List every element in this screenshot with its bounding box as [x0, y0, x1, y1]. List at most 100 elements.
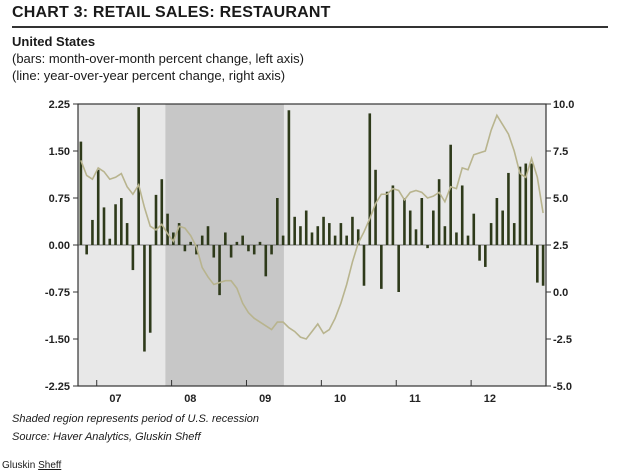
bar	[478, 245, 481, 261]
right-tick-label: 5.0	[553, 193, 568, 205]
bar	[166, 213, 169, 245]
right-tick-label: 7.5	[553, 146, 568, 158]
bar	[339, 223, 343, 245]
bar	[333, 235, 337, 245]
bar	[362, 245, 366, 286]
bar	[455, 232, 458, 245]
chart-area: 2.25 1.50 0.75 0.00 -0.75 -1.50 -2.25 10.0 7.5 5…	[45, 99, 575, 405]
bar	[426, 245, 429, 249]
bar	[374, 169, 377, 245]
bar	[304, 210, 308, 245]
bar	[449, 144, 452, 245]
left-tick-label: -0.75	[45, 287, 70, 299]
bar	[252, 245, 256, 255]
bar	[484, 245, 487, 267]
bar	[293, 216, 296, 245]
bar	[108, 238, 112, 245]
bar	[287, 110, 291, 245]
bar	[143, 245, 146, 352]
bar	[414, 229, 418, 245]
bar	[79, 141, 83, 245]
bar	[247, 245, 250, 252]
bar	[154, 194, 158, 245]
recession-note: Shaded region represents period of U.S. …	[12, 413, 260, 425]
bar	[148, 245, 152, 333]
bars-legend-text: (bars: month-over-month percent change, …	[12, 51, 304, 66]
bar	[85, 245, 88, 255]
bar	[241, 235, 244, 245]
bar	[206, 226, 210, 245]
brand-label: Gluskin Sheff	[2, 460, 61, 471]
left-tick-label: 1.50	[49, 146, 70, 158]
left-tick-label: -1.50	[45, 334, 70, 346]
bar	[172, 232, 175, 245]
bar	[518, 166, 522, 245]
bar	[328, 223, 331, 245]
bar	[258, 241, 262, 245]
left-axis: 2.25 1.50 0.75 0.00 -0.75 -1.50 -2.25	[45, 99, 78, 393]
left-tick-label: 2.25	[49, 99, 70, 111]
bar	[536, 245, 539, 283]
bar	[276, 198, 279, 245]
bar	[397, 245, 400, 292]
bar	[310, 232, 314, 245]
bar	[495, 198, 499, 245]
bar	[420, 198, 424, 245]
bar	[91, 219, 94, 245]
bar	[114, 204, 117, 245]
bar	[281, 235, 285, 245]
bar	[299, 226, 302, 245]
bar	[472, 213, 476, 245]
bar	[137, 107, 140, 245]
bar	[530, 163, 533, 245]
bar	[235, 241, 239, 245]
bar	[96, 169, 100, 245]
bar	[356, 229, 360, 245]
x-tick-label: 09	[259, 393, 271, 405]
bar	[316, 226, 320, 245]
x-tick-label: 07	[109, 393, 121, 405]
source-note: Source: Haver Analytics, Gluskin Sheff	[12, 431, 201, 443]
bar	[524, 163, 528, 245]
bar	[391, 185, 395, 245]
bar	[218, 245, 221, 296]
bar	[120, 198, 123, 245]
bar	[212, 245, 216, 258]
bar	[437, 179, 441, 245]
right-axis: 10.0 7.5 5.0 2.5 0.0 -2.5 -5.0	[546, 99, 574, 393]
right-tick-label: -5.0	[553, 381, 572, 393]
right-tick-label: 0.0	[553, 287, 568, 299]
title-rule	[12, 26, 608, 28]
bar	[102, 207, 106, 245]
bar	[229, 245, 233, 258]
right-tick-label: 2.5	[553, 240, 568, 252]
bar	[541, 245, 545, 286]
bar	[380, 245, 383, 289]
right-tick-label: 10.0	[553, 99, 574, 111]
bar	[466, 235, 470, 245]
x-tick-label: 10	[334, 393, 346, 405]
x-tick-label: 12	[484, 393, 496, 405]
line-legend-text: (line: year-over-year percent change, ri…	[12, 68, 286, 83]
bar	[408, 210, 412, 245]
x-tick-label: 11	[409, 393, 421, 405]
bar	[368, 113, 372, 246]
left-tick-label: 0.75	[49, 193, 70, 205]
bar	[160, 179, 164, 245]
bar	[125, 223, 129, 245]
bar	[264, 245, 268, 277]
bar	[432, 210, 435, 245]
yoy-line	[80, 113, 544, 340]
bar	[489, 223, 493, 245]
bar	[403, 198, 406, 245]
left-tick-label: -2.25	[45, 381, 70, 393]
bar	[443, 226, 447, 245]
bar	[200, 235, 204, 245]
x-tick-label: 08	[184, 393, 196, 405]
bar	[345, 235, 348, 245]
bar	[224, 232, 227, 245]
bar	[183, 245, 187, 252]
bar	[131, 245, 135, 271]
left-tick-label: 0.00	[49, 240, 70, 252]
right-tick-label: -2.5	[553, 334, 572, 346]
